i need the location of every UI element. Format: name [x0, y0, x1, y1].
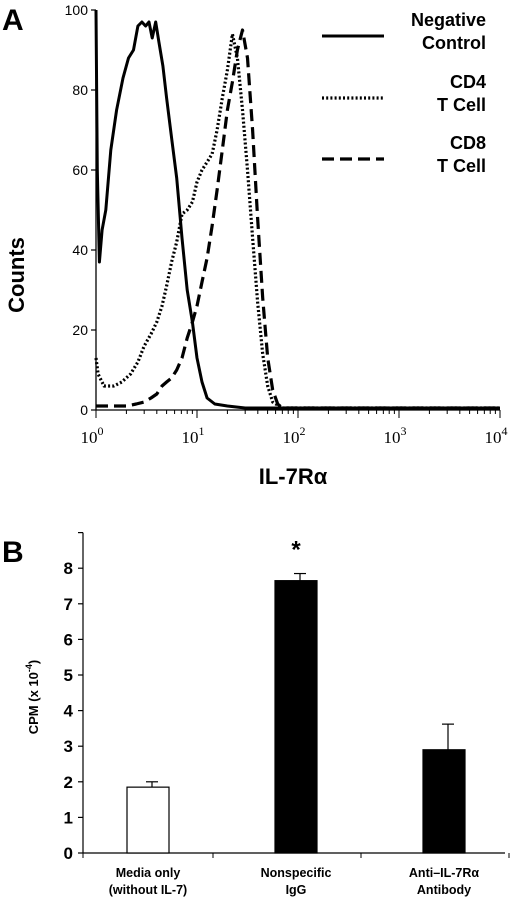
panel-b-y-tick-label: 5 [64, 666, 73, 685]
panel-b-chart: 0 1 2 3 4 5 6 7 8 Media only (without IL-7) Nonspec… [64, 531, 510, 897]
panel-b-category-label: Media only [116, 866, 181, 880]
panel-a-legend-label: T Cell [437, 95, 486, 115]
panel-a-series-line-1 [94, 9, 500, 410]
panel-b-y-tick-label: 7 [64, 595, 73, 614]
panel-a-y-tick-label: 20 [72, 322, 88, 338]
panel-b-y-tick-label: 1 [64, 808, 73, 827]
panel-a-x-axis-title: IL-7Rα [259, 464, 328, 489]
panel-b-category-label: IgG [286, 883, 307, 897]
panel-a-legend-label: Control [422, 33, 486, 53]
panel-b-bar [274, 580, 318, 854]
panel-a-x-tick-label: 101 [182, 424, 205, 447]
panel-a-legend-label: CD8 [450, 133, 486, 153]
panel-a-y-tick-label: 40 [72, 242, 88, 258]
panel-a-legend-label: T Cell [437, 156, 486, 176]
panel-b-category-label: Anti–IL-7Rα [409, 866, 480, 880]
panel-b-y-tick-label: 2 [64, 773, 73, 792]
panel-b-y-tick-label: 8 [64, 559, 73, 578]
panel-a-y-tick-label: 80 [72, 82, 88, 98]
panel-b-y-tick-label: 6 [64, 630, 73, 649]
panel-a-x-tick-label: 104 [485, 424, 508, 447]
panel-a-legend-label: CD4 [450, 72, 486, 92]
panel-a-y-tick-label: 100 [65, 2, 89, 18]
panel-b-category-label: (without IL-7) [109, 883, 187, 897]
panel-b-bar [126, 786, 170, 854]
panel-b-category-label: Nonspecific [261, 866, 332, 880]
panel-a-y-tick-label: 0 [80, 402, 88, 418]
panel-a-series-line-3 [96, 28, 500, 410]
panel-a-chart: 0 20 40 60 80 100 100 101 102 103 104 Negative Contr… [65, 2, 508, 447]
panel-b-category-label: Antibody [417, 883, 471, 897]
panel-a-y-axis-title: Counts [4, 237, 29, 313]
panel-b-bar [422, 749, 466, 854]
panel-b-y-tick-label: 4 [64, 702, 74, 721]
panel-b-y-tick-label: 3 [64, 737, 73, 756]
panel-a-x-tick-label: 100 [81, 424, 104, 447]
panel-b-significance-star: * [291, 537, 301, 564]
panel-a-y-tick-label: 60 [72, 162, 88, 178]
panel-a-legend-label: Negative [411, 10, 486, 30]
panel-b-y-axis-title: CPM (x 10-4) [24, 660, 41, 735]
panel-b-letter: B [2, 536, 24, 569]
panel-a-x-tick-label: 102 [283, 424, 306, 447]
panel-a-x-tick-label: 103 [384, 424, 407, 447]
panel-a-letter: A [2, 4, 24, 37]
panel-b-y-tick-label: 0 [64, 844, 73, 863]
panel-a-series-line-2 [94, 32, 500, 410]
